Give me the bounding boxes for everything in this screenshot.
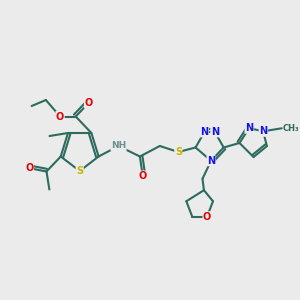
Text: NH: NH [111,142,126,151]
Text: N: N [207,156,215,166]
Text: O: O [84,98,93,108]
Text: N: N [211,127,219,137]
Text: O: O [203,212,211,222]
Text: N: N [200,127,208,137]
Text: N: N [259,126,267,136]
Text: S: S [175,147,182,157]
Text: O: O [25,164,34,173]
Text: O: O [56,112,64,122]
Text: N: N [245,123,253,133]
Text: CH₃: CH₃ [283,124,300,133]
Text: O: O [139,171,147,181]
Text: S: S [76,166,83,176]
